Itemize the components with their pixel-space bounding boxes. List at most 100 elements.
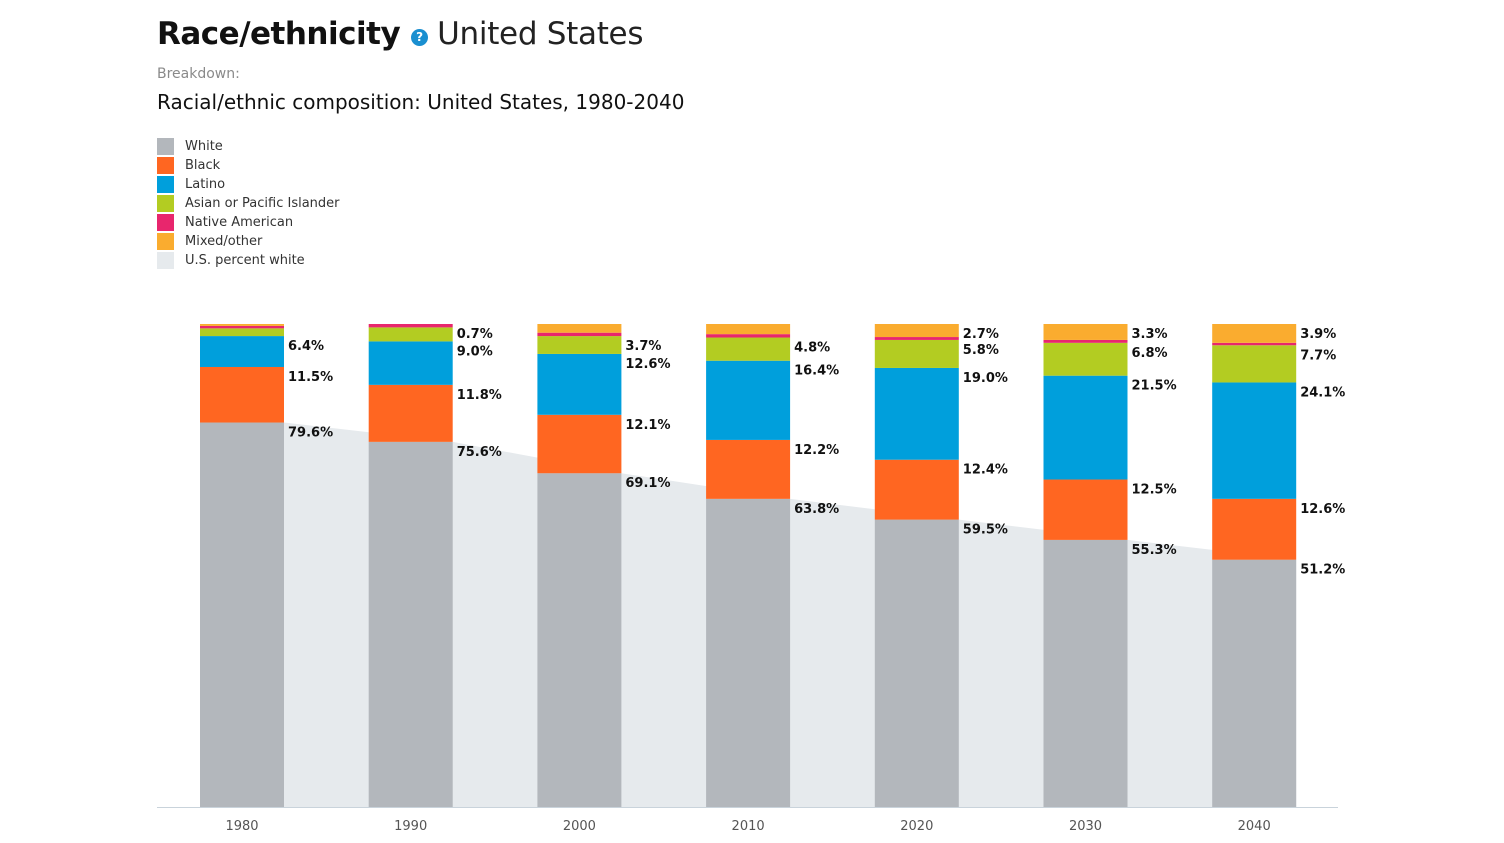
data-label-2040-white: 51.2% — [1300, 563, 1345, 578]
legend-label: U.S. percent white — [185, 253, 305, 268]
location-title: United States — [437, 16, 644, 52]
breakdown-label: Breakdown: — [157, 66, 240, 82]
bar-2010-mixed-other — [706, 324, 791, 335]
data-label-2030-black: 12.5% — [1132, 483, 1177, 498]
bar-2010-asian-or-pacific-islander — [706, 337, 791, 361]
bar-2040-native-american — [1212, 342, 1297, 346]
legend-label: White — [185, 139, 223, 154]
chart-legend: White Black Latino Asian or Pacific Islande… — [157, 137, 340, 270]
x-tick-label: 2020 — [900, 819, 933, 834]
bar-2040-black — [1212, 498, 1297, 560]
data-label-1980-latino: 6.4% — [288, 339, 324, 354]
bar-2030-mixed-other — [1043, 324, 1128, 340]
data-label-2000-latino: 12.6% — [625, 357, 670, 372]
legend-label: Black — [185, 158, 221, 173]
data-label-2010-asian-or-pacific-islander: 4.8% — [794, 341, 830, 356]
bar-2040-mixed-other — [1212, 324, 1297, 343]
legend-item-latino: Latino — [157, 175, 340, 194]
bar-2040-asian-or-pacific-islander — [1212, 345, 1297, 383]
x-tick-label: 1980 — [225, 819, 258, 834]
data-label-2040-asian-or-pacific-islander: 7.7% — [1300, 348, 1336, 363]
bar-2030-asian-or-pacific-islander — [1043, 342, 1128, 376]
bar-2000-white — [537, 473, 622, 807]
data-label-2030-asian-or-pacific-islander: 6.8% — [1132, 346, 1168, 361]
legend-swatch — [157, 195, 174, 212]
data-label-1980-white: 79.6% — [288, 426, 333, 441]
legend-swatch — [157, 138, 174, 155]
legend-label: Mixed/other — [185, 234, 263, 249]
x-tick-label: 1990 — [394, 819, 427, 834]
data-label-2020-black: 12.4% — [963, 463, 1008, 478]
bar-2030-latino — [1043, 375, 1128, 480]
bar-2010-latino — [706, 360, 791, 440]
data-label-2010-latino: 16.4% — [794, 364, 839, 379]
bar-2020-black — [874, 459, 959, 520]
bar-2010-native-american — [706, 334, 791, 338]
help-icon[interactable]: ? — [411, 28, 429, 46]
bar-1990-latino — [368, 341, 453, 385]
x-tick-label: 2010 — [732, 819, 765, 834]
page-title: Race/ethnicity — [157, 16, 401, 52]
data-label-2020-white: 59.5% — [963, 523, 1008, 538]
data-label-2030-white: 55.3% — [1132, 543, 1177, 558]
bar-2020-native-american — [874, 337, 959, 340]
bar-1980-native-american — [200, 325, 284, 329]
bar-2040-latino — [1212, 382, 1297, 499]
bar-2040-white — [1212, 559, 1297, 807]
bar-2020-latino — [874, 367, 959, 460]
legend-swatch — [157, 157, 174, 174]
bar-2000-latino — [537, 353, 622, 415]
bar-2030-black — [1043, 479, 1128, 540]
bar-1980-asian-or-pacific-islander — [200, 328, 284, 337]
bar-1980-white — [200, 422, 284, 807]
page-header: Race/ethnicity ? United States — [157, 12, 643, 56]
legend-swatch — [157, 252, 174, 269]
legend-item-white: White — [157, 137, 340, 156]
bar-1990-native-american — [368, 324, 453, 328]
data-label-1980-black: 11.5% — [288, 370, 333, 385]
legend-item-mixed-other: Mixed/other — [157, 232, 340, 251]
bar-2020-mixed-other — [874, 324, 959, 338]
bar-2000-native-american — [537, 332, 622, 337]
bar-2000-black — [537, 414, 622, 474]
legend-label: Native American — [185, 215, 294, 230]
data-label-2000-white: 69.1% — [625, 476, 670, 491]
data-label-2030-latino: 21.5% — [1132, 379, 1177, 394]
bar-1980-mixed-other — [200, 324, 284, 326]
data-label-1990-latino: 9.0% — [457, 344, 493, 359]
bar-2000-mixed-other — [537, 324, 622, 333]
data-label-2040-mixed-other: 3.9% — [1300, 327, 1336, 342]
legend-swatch — [157, 214, 174, 231]
legend-label: Latino — [185, 177, 226, 192]
data-label-2040-black: 12.6% — [1300, 502, 1345, 517]
data-label-2010-white: 63.8% — [794, 502, 839, 517]
bar-2000-asian-or-pacific-islander — [537, 336, 622, 354]
bar-2010-white — [706, 498, 791, 807]
bar-1990-black — [368, 384, 453, 442]
data-label-2030-mixed-other: 3.3% — [1132, 327, 1168, 342]
data-label-2000-asian-or-pacific-islander: 3.7% — [625, 339, 661, 354]
data-label-2020-latino: 19.0% — [963, 371, 1008, 386]
data-label-1990-white: 75.6% — [457, 445, 502, 460]
legend-item-black: Black — [157, 156, 340, 175]
bar-2030-native-american — [1043, 339, 1128, 343]
x-tick-label: 2030 — [1069, 819, 1102, 834]
legend-item-asian-or-pacific-islander: Asian or Pacific Islander — [157, 194, 340, 213]
x-tick-label: 2040 — [1238, 819, 1271, 834]
bar-1990-asian-or-pacific-islander — [368, 327, 453, 342]
legend-swatch — [157, 233, 174, 250]
data-label-1990-black: 11.8% — [457, 388, 502, 403]
data-label-2020-asian-or-pacific-islander: 5.8% — [963, 343, 999, 358]
data-label-1990-native-american: 0.7% — [457, 327, 493, 342]
bar-2010-black — [706, 439, 791, 499]
bar-2030-white — [1043, 539, 1128, 807]
legend-swatch — [157, 176, 174, 193]
bar-1990-white — [368, 441, 453, 807]
x-tick-label: 2000 — [563, 819, 596, 834]
legend-item-u-s-percent-white: U.S. percent white — [157, 251, 340, 270]
bar-2020-white — [874, 519, 959, 807]
bar-2020-asian-or-pacific-islander — [874, 339, 959, 368]
bar-1980-latino — [200, 336, 284, 367]
data-label-2020-mixed-other: 2.7% — [963, 327, 999, 342]
